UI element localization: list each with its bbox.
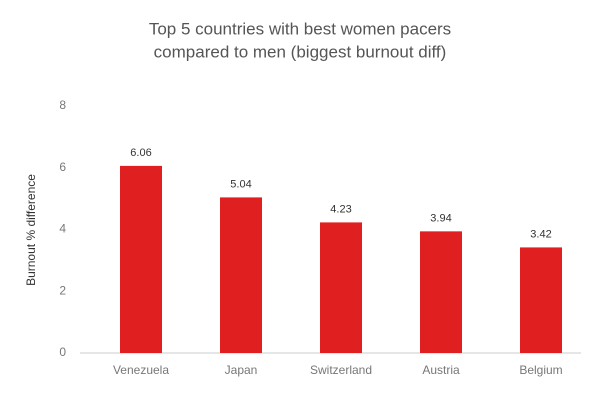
bar <box>520 247 562 353</box>
y-tick-label: 8 <box>59 98 66 112</box>
y-axis-label: Burnout % difference <box>24 174 38 286</box>
y-tick-label: 4 <box>59 222 66 236</box>
x-tick-label: Venezuela <box>113 363 169 377</box>
bar <box>120 165 162 353</box>
x-tick-label: Belgium <box>519 363 562 377</box>
x-tick-label: Japan <box>225 363 258 377</box>
y-tick-label: 0 <box>59 345 66 359</box>
bar <box>320 222 362 353</box>
y-tick-label: 6 <box>59 160 66 174</box>
y-tick-label: 2 <box>59 283 66 297</box>
bar <box>220 197 262 353</box>
value-label: 4.23 <box>330 203 351 215</box>
chart-title: compared to men (biggest burnout diff) <box>154 42 447 61</box>
value-label: 3.42 <box>530 228 551 240</box>
value-label: 6.06 <box>130 147 151 159</box>
value-label: 3.94 <box>430 212 451 224</box>
x-tick-label: Switzerland <box>310 363 372 377</box>
bar <box>420 231 462 353</box>
x-tick-label: Austria <box>422 363 460 377</box>
value-label: 5.04 <box>230 178 251 190</box>
chart-title: Top 5 countries with best women pacers <box>149 19 451 38</box>
